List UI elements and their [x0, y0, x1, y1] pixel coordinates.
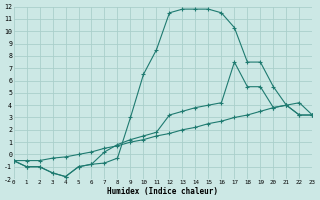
X-axis label: Humidex (Indice chaleur): Humidex (Indice chaleur) [108, 187, 219, 196]
